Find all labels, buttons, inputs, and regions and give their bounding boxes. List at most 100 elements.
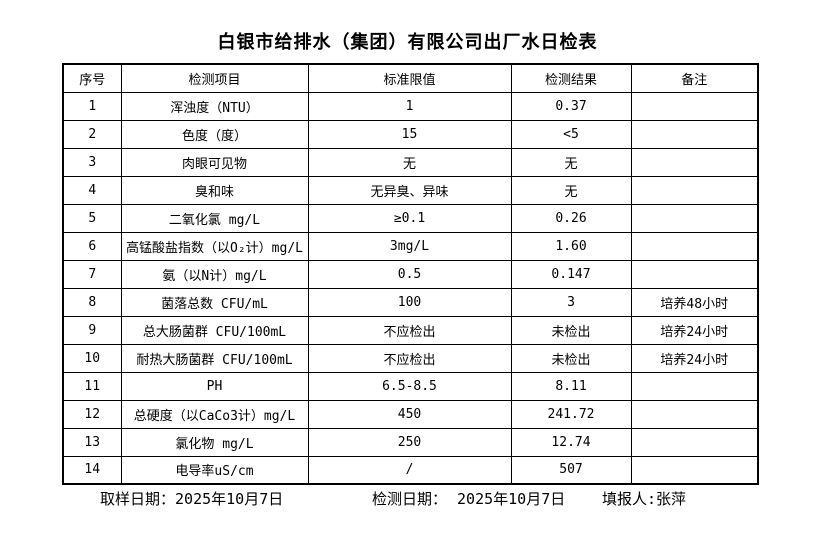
table-row: 2 色度（度） 15 <5	[62, 119, 759, 149]
cell-result: 0.26	[510, 203, 632, 233]
cell-item: 臭和味	[120, 175, 309, 205]
table-row: 11 PH 6.5-8.5 8.11	[62, 371, 759, 401]
cell-no: 10	[62, 343, 122, 373]
cell-remark	[630, 399, 759, 429]
cell-limit: 250	[307, 427, 512, 457]
cell-item: 浑浊度（NTU）	[120, 91, 309, 121]
reporter-value: 张萍	[656, 490, 687, 508]
reporter: 填报人:张萍	[602, 488, 686, 509]
cell-result: 未检出	[510, 343, 632, 373]
cell-limit: 不应检出	[307, 343, 512, 373]
cell-item: 二氧化氯 mg/L	[120, 203, 309, 233]
cell-result: 无	[510, 147, 632, 177]
table-row: 1 浑浊度（NTU） 1 0.37	[62, 91, 759, 121]
cell-item: 肉眼可见物	[120, 147, 309, 177]
column-header-remark: 备注	[630, 63, 759, 93]
table-row: 7 氨（以N计）mg/L 0.5 0.147	[62, 259, 759, 289]
table-row: 5 二氧化氯 mg/L ≥0.1 0.26	[62, 203, 759, 233]
table-row: 4 臭和味 无异臭、异味 无	[62, 175, 759, 205]
cell-remark	[630, 147, 759, 177]
cell-no: 13	[62, 427, 122, 457]
table-row: 8 菌落总数 CFU/mL 100 3 培养48小时	[62, 287, 759, 317]
column-header-limit: 标准限值	[307, 63, 512, 93]
cell-limit: 不应检出	[307, 315, 512, 345]
table-row: 13 氯化物 mg/L 250 12.74	[62, 427, 759, 457]
cell-result: <5	[510, 119, 632, 149]
cell-item: 总硬度（以CaCo3计）mg/L	[120, 399, 309, 429]
inspection-table: 序号 检测项目 标准限值 检测结果 备注 1 浑浊度（NTU） 1 0.37 2…	[62, 63, 759, 485]
cell-result: 8.11	[510, 371, 632, 401]
cell-remark	[630, 371, 759, 401]
sampling-date-value: 2025年10月7日	[175, 490, 284, 508]
test-date-label: 检测日期：	[372, 490, 448, 508]
cell-item: 菌落总数 CFU/mL	[120, 287, 309, 317]
cell-result: 507	[510, 455, 632, 485]
reporter-label: 填报人:	[602, 490, 657, 508]
cell-item: 氨（以N计）mg/L	[120, 259, 309, 289]
cell-item: 总大肠菌群 CFU/100mL	[120, 315, 309, 345]
page-title: 白银市给排水（集团）有限公司出厂水日检表	[217, 32, 598, 53]
cell-no: 12	[62, 399, 122, 429]
sampling-date-label: 取样日期：	[100, 490, 176, 508]
cell-remark	[630, 427, 759, 457]
sampling-date: 取样日期：2025年10月7日	[100, 488, 283, 509]
cell-no: 3	[62, 147, 122, 177]
cell-result: 241.72	[510, 399, 632, 429]
column-header-result: 检测结果	[510, 63, 632, 93]
test-date: 检测日期： 2025年10月7日	[372, 488, 565, 509]
cell-limit: ≥0.1	[307, 203, 512, 233]
cell-remark: 培养24小时	[630, 343, 759, 373]
report-footer: 取样日期：2025年10月7日 检测日期： 2025年10月7日 填报人:张萍	[0, 488, 815, 510]
cell-limit: 无异臭、异味	[307, 175, 512, 205]
table-row: 10 耐热大肠菌群 CFU/100mL 不应检出 未检出 培养24小时	[62, 343, 759, 373]
cell-limit: 100	[307, 287, 512, 317]
table-header-row: 序号 检测项目 标准限值 检测结果 备注	[62, 63, 759, 93]
cell-item: 色度（度）	[120, 119, 309, 149]
cell-no: 5	[62, 203, 122, 233]
column-header-item: 检测项目	[120, 63, 309, 93]
cell-no: 7	[62, 259, 122, 289]
cell-result: 无	[510, 175, 632, 205]
cell-remark	[630, 231, 759, 261]
cell-no: 9	[62, 315, 122, 345]
table-row: 14 电导率uS/cm / 507	[62, 455, 759, 485]
table-row: 12 总硬度（以CaCo3计）mg/L 450 241.72	[62, 399, 759, 429]
table-body: 1 浑浊度（NTU） 1 0.37 2 色度（度） 15 <5 3 肉眼可见物 …	[62, 91, 759, 485]
cell-item: 氯化物 mg/L	[120, 427, 309, 457]
cell-item: 高锰酸盐指数（以O₂计）mg/L	[120, 231, 309, 261]
cell-result: 1.60	[510, 231, 632, 261]
cell-remark	[630, 175, 759, 205]
cell-result: 0.147	[510, 259, 632, 289]
cell-result: 12.74	[510, 427, 632, 457]
cell-item: 耐热大肠菌群 CFU/100mL	[120, 343, 309, 373]
cell-no: 14	[62, 455, 122, 485]
cell-no: 6	[62, 231, 122, 261]
cell-remark	[630, 455, 759, 485]
cell-limit: 3mg/L	[307, 231, 512, 261]
cell-result: 0.37	[510, 91, 632, 121]
cell-limit: 450	[307, 399, 512, 429]
cell-remark: 培养24小时	[630, 315, 759, 345]
cell-remark	[630, 119, 759, 149]
cell-no: 2	[62, 119, 122, 149]
cell-result: 3	[510, 287, 632, 317]
cell-limit: 1	[307, 91, 512, 121]
cell-limit: /	[307, 455, 512, 485]
cell-no: 1	[62, 91, 122, 121]
table-row: 3 肉眼可见物 无 无	[62, 147, 759, 177]
cell-remark	[630, 259, 759, 289]
cell-item: 电导率uS/cm	[120, 455, 309, 485]
cell-limit: 无	[307, 147, 512, 177]
cell-item: PH	[120, 371, 309, 401]
cell-no: 11	[62, 371, 122, 401]
table-row: 9 总大肠菌群 CFU/100mL 不应检出 未检出 培养24小时	[62, 315, 759, 345]
cell-limit: 15	[307, 119, 512, 149]
cell-limit: 0.5	[307, 259, 512, 289]
column-header-no: 序号	[62, 63, 122, 93]
cell-remark: 培养48小时	[630, 287, 759, 317]
table-row: 6 高锰酸盐指数（以O₂计）mg/L 3mg/L 1.60	[62, 231, 759, 261]
test-date-value: 2025年10月7日	[457, 490, 566, 508]
cell-result: 未检出	[510, 315, 632, 345]
cell-remark	[630, 91, 759, 121]
